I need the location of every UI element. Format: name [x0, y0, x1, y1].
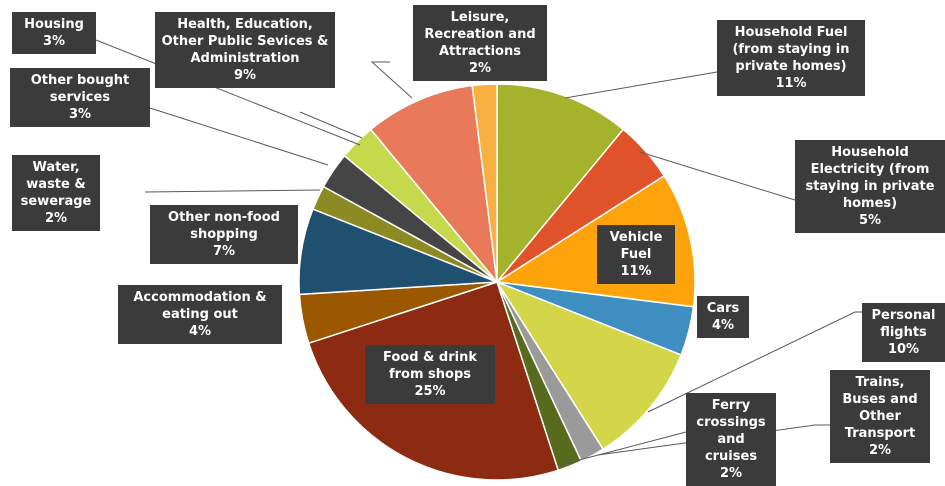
slice-label: Health, Education, Other Public Sevices …	[155, 12, 335, 88]
leader-line	[597, 424, 830, 456]
leader-line	[639, 151, 796, 201]
slice-name: Leisure, Recreation and Attractions	[424, 10, 536, 59]
slice-label: Cars 4%	[697, 296, 749, 338]
slice-value: 11%	[775, 76, 807, 91]
slice-label: Ferry crossings and cruises 2%	[686, 393, 776, 486]
slice-value: 7%	[212, 244, 236, 259]
pie-slice	[496, 83, 625, 285]
leader-line	[559, 431, 687, 466]
pie-slice	[471, 83, 498, 283]
slice-name: Trains, Buses and Other Transport	[842, 375, 918, 441]
leader-line	[647, 311, 862, 413]
slice-value: 3%	[68, 107, 92, 122]
slice-value: 2%	[468, 61, 492, 76]
slice-label: Food & drink from shops 25%	[365, 345, 495, 404]
slice-value: 11%	[620, 264, 652, 279]
slice-name: Ferry crossings and cruises	[696, 398, 766, 464]
slice-label: Trains, Buses and Other Transport 2%	[830, 370, 930, 463]
slice-name: Household Electricity (from staying in p…	[805, 145, 935, 211]
slice-name: Health, Education, Other Public Sevices …	[161, 17, 329, 66]
slice-name: Other bought services	[30, 73, 130, 105]
slice-label: Other non-food shopping 7%	[150, 205, 298, 264]
slice-name: Personal flights	[871, 308, 936, 340]
slice-value: 2%	[719, 466, 743, 481]
slice-label: Household Electricity (from staying in p…	[795, 140, 945, 233]
leader-line	[370, 61, 413, 99]
slice-value: 25%	[414, 384, 446, 399]
slice-name: Vehicle Fuel	[609, 230, 663, 262]
slice-name: Accommodation & eating out	[133, 290, 267, 322]
slice-name: Cars	[706, 301, 740, 316]
slice-label: Leisure, Recreation and Attractions 2%	[413, 5, 547, 81]
slice-label: Other bought services 3%	[10, 68, 150, 127]
slice-label: Housing 3%	[12, 12, 96, 54]
pie-slice	[369, 84, 499, 285]
slice-value: 2%	[868, 443, 892, 458]
pie-slice	[495, 280, 683, 451]
slice-label: Household Fuel (from staying in private …	[717, 20, 865, 96]
slice-name: Water, waste & sewerage	[20, 160, 92, 209]
slice-name: Housing	[24, 17, 84, 32]
leader-line	[564, 71, 718, 99]
slice-name: Other non-food shopping	[168, 210, 280, 242]
slice-value: 2%	[44, 211, 68, 226]
slice-value: 9%	[233, 68, 257, 83]
leader-line	[299, 111, 363, 139]
leader-line	[95, 39, 361, 146]
slice-label: Personal flights 10%	[862, 303, 945, 362]
slice-value: 10%	[887, 342, 920, 357]
slice-value: 4%	[711, 318, 735, 333]
slice-label: Accommodation & eating out 4%	[118, 285, 282, 344]
slice-label: Water, waste & sewerage 2%	[12, 155, 100, 231]
slice-name: Food & drink from shops	[383, 350, 477, 382]
leader-line	[144, 189, 321, 193]
leader-line	[149, 107, 329, 166]
slice-value: 4%	[188, 324, 212, 339]
slice-name: Household Fuel (from staying in private …	[732, 25, 850, 74]
slice-value: 5%	[858, 213, 882, 228]
slice-label: Vehicle Fuel 11%	[597, 225, 675, 284]
slice-value: 3%	[42, 34, 66, 49]
